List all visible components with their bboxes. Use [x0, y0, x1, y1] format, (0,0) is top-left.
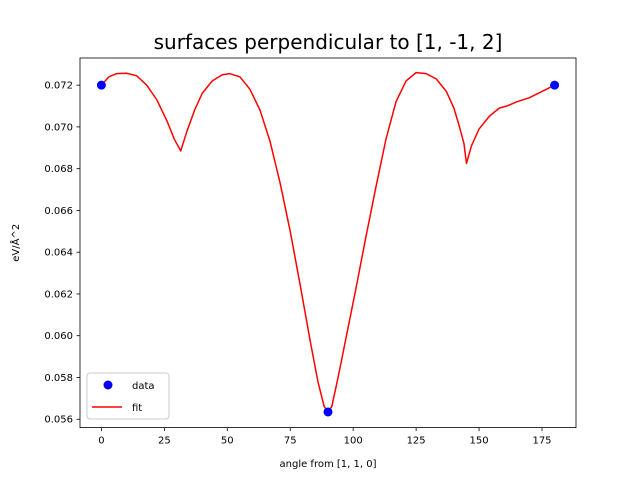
legend-box — [86, 372, 170, 420]
x-axis-label: angle from [1, 1, 0] — [280, 459, 377, 470]
y-tick-label: 0.070 — [44, 122, 73, 133]
x-tick-label: 25 — [158, 436, 171, 447]
y-tick-label: 0.060 — [44, 331, 73, 342]
legend-label-data: data — [132, 381, 155, 392]
y-tick-label: 0.064 — [44, 248, 73, 259]
y-axis-label: eV/Å^2 — [9, 224, 22, 262]
chart-title: surfaces perpendicular to [1, -1, 2] — [154, 30, 503, 54]
x-tick-label: 100 — [344, 436, 363, 447]
y-tick-label: 0.062 — [44, 289, 73, 300]
data-point — [323, 407, 333, 417]
data-point — [96, 80, 106, 90]
x-tick-label: 0 — [98, 436, 104, 447]
y-tick-label: 0.056 — [44, 415, 73, 426]
legend-label-fit: fit — [132, 403, 142, 414]
y-tick-label: 0.068 — [44, 164, 73, 175]
x-tick-label: 50 — [221, 436, 234, 447]
y-axis: 0.056 0.058 0.060 0.062 0.064 0.066 0.068 0.070… — [44, 81, 80, 426]
y-tick-label: 0.072 — [44, 81, 73, 92]
plot-area — [96, 71, 560, 417]
y-tick-label: 0.058 — [44, 373, 73, 384]
axes-frame — [79, 57, 577, 429]
x-axis: 0 25 50 75 100 125 150 175 — [98, 427, 552, 447]
data-point — [550, 80, 560, 90]
x-tick-label: 75 — [284, 436, 297, 447]
x-tick-label: 175 — [532, 436, 551, 447]
legend: data fit — [86, 372, 170, 420]
y-tick-label: 0.066 — [44, 206, 73, 217]
x-tick-label: 150 — [470, 436, 489, 447]
x-tick-label: 125 — [407, 436, 426, 447]
legend-marker-data — [103, 380, 113, 390]
